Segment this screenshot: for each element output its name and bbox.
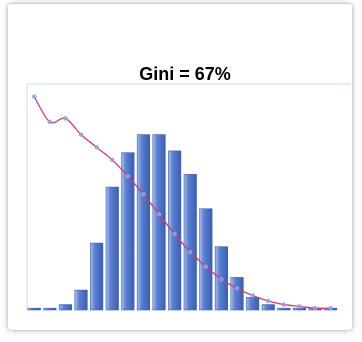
curve-point-11: [187, 249, 193, 255]
bar-11: [183, 174, 197, 311]
curve-point-4: [78, 132, 84, 137]
curve-point-15: [250, 293, 255, 298]
bar-1: [27, 307, 41, 311]
chart-title: Gini = 67%: [139, 64, 231, 84]
bar-17: [277, 307, 291, 311]
curve-point-7: [125, 173, 131, 179]
curve-point-13: [219, 276, 224, 282]
curve-point-9: [156, 211, 162, 217]
bar-7: [121, 152, 135, 311]
bar-6: [105, 186, 119, 311]
bar-4: [74, 289, 88, 311]
bar-8: [136, 134, 150, 311]
curve-point-6: [109, 157, 115, 163]
curve-point-14: [234, 286, 240, 291]
curve-point-3: [63, 116, 68, 121]
curve-line: [33, 96, 331, 309]
bar-3: [58, 304, 73, 311]
curve-point-10: [172, 231, 177, 237]
curve-markers: [31, 94, 333, 311]
curve-point-18: [297, 304, 302, 309]
curve-point-5: [94, 144, 99, 150]
curve-point-12: [203, 264, 209, 269]
chart-card: Gini = 67%: [8, 4, 352, 330]
bar-9: [152, 134, 166, 311]
bar-2: [43, 307, 57, 311]
curve-point-20: [328, 305, 333, 311]
bar-series: [27, 134, 338, 311]
curve-point-8: [141, 191, 146, 197]
bar-5: [90, 242, 104, 311]
chart: Gini = 67%: [26, 64, 351, 311]
bar-10: [168, 150, 182, 311]
bar-12: [199, 208, 213, 311]
curve-point-2: [47, 119, 53, 125]
curve-point-1: [31, 94, 37, 99]
bar-15: [246, 297, 260, 311]
bar-14: [230, 277, 244, 311]
curve-point-16: [265, 298, 271, 304]
curve-point-17: [281, 302, 287, 307]
bar-16: [261, 304, 275, 311]
curve-point-19: [312, 305, 318, 311]
